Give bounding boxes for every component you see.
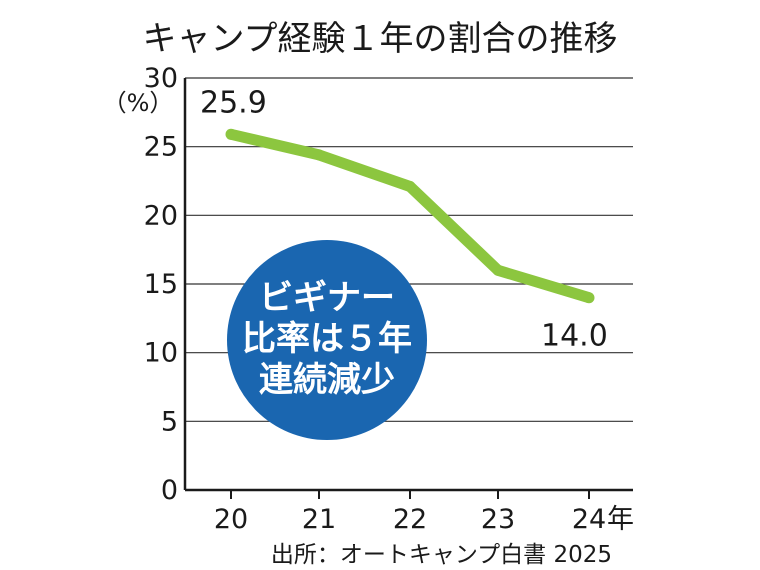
x-tick-label-20: 20 (214, 504, 248, 535)
data-point-20 (225, 128, 237, 140)
data-label-20: 25.9 (200, 85, 267, 120)
data-point-24 (583, 292, 595, 304)
source-note: 出所：オートキャンプ白書 2025 (271, 542, 612, 568)
y-tick-label-20: 20 (144, 200, 178, 231)
annotation-line-1: ビギナー (259, 278, 395, 318)
x-axis-unit: 年 (607, 504, 634, 535)
y-axis-unit: （%） (103, 89, 174, 117)
data-point-23 (492, 264, 504, 276)
data-labels: 25.9 14.0 (200, 85, 608, 353)
y-tick-label-30: 30 (144, 63, 178, 94)
x-tick-label-24: 24 (572, 504, 606, 535)
y-tick-label-5: 5 (161, 406, 178, 437)
annotation-line-3: 連続減少 (259, 360, 395, 400)
x-axis-ticks: 20 21 22 23 24 年 (214, 490, 634, 535)
annotation-circle (227, 240, 427, 440)
annotation-line-2: 比率は５年 (242, 319, 412, 359)
data-label-24: 14.0 (541, 319, 608, 354)
data-point-21 (313, 149, 325, 161)
y-tick-label-25: 25 (144, 132, 178, 163)
x-tick-label-23: 23 (481, 504, 515, 535)
y-axis-ticks: 0 5 10 15 20 25 30 (144, 63, 178, 506)
y-tick-label-0: 0 (161, 475, 178, 506)
y-tick-label-15: 15 (144, 269, 178, 300)
y-tick-label-10: 10 (144, 338, 178, 369)
chart-title: キャンプ経験１年の割合の推移 (143, 19, 618, 59)
data-point-22 (404, 180, 416, 192)
x-tick-label-22: 22 (393, 504, 427, 535)
series-layer (225, 128, 595, 304)
x-tick-label-21: 21 (302, 504, 336, 535)
annotation-badge: ビギナー 比率は５年 連続減少 (227, 240, 427, 440)
